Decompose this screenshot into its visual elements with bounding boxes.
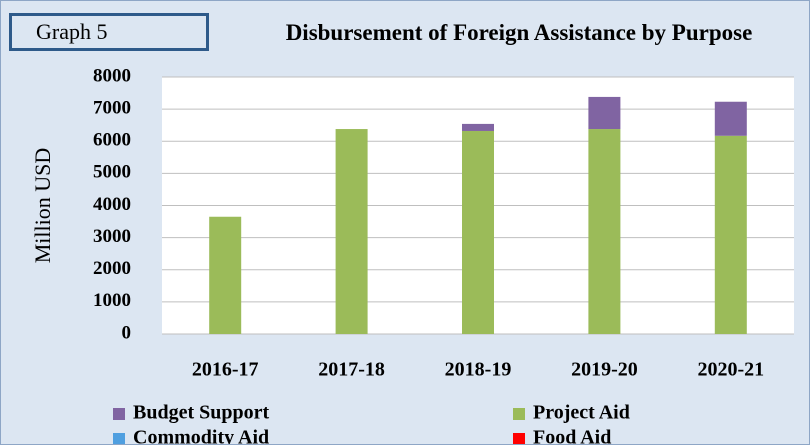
x-tick-label: 2020-21 — [697, 359, 764, 381]
legend-label: Commodity Aid — [133, 427, 269, 445]
y-tick-label: 7000 — [93, 97, 131, 118]
legend-label: Food Aid — [533, 427, 611, 445]
legend-swatch — [113, 433, 125, 444]
x-tick-label: 2017-18 — [318, 359, 385, 381]
bar-segment — [462, 130, 494, 334]
y-tick-label: 4000 — [93, 194, 131, 215]
legend-swatch — [513, 408, 525, 420]
y-tick-label: 1000 — [93, 290, 131, 311]
x-tick-label: 2016-17 — [192, 359, 259, 381]
bar-segment — [209, 216, 242, 334]
bar-segment — [714, 135, 747, 334]
bar-segment — [335, 129, 368, 334]
bar-segment — [714, 101, 747, 136]
chart-title: Disbursement of Foreign Assistance by Pu… — [285, 20, 753, 45]
legend-swatch — [113, 408, 125, 420]
y-tick-label: 6000 — [93, 130, 131, 151]
y-tick-label: 0 — [122, 322, 132, 343]
y-tick-label: 5000 — [93, 162, 131, 183]
bar-segment — [588, 96, 621, 130]
y-tick-label: 8000 — [93, 65, 131, 86]
x-tick-label: 2019-20 — [571, 359, 638, 381]
bar-segment — [462, 123, 494, 131]
legend-swatch — [513, 433, 525, 444]
x-tick-label: 2018-19 — [445, 359, 512, 381]
legend-label: Budget Support — [133, 402, 269, 424]
y-tick-label: 3000 — [93, 226, 131, 247]
graph-label: Graph 5 — [9, 13, 209, 51]
y-tick-label: 2000 — [93, 258, 131, 279]
y-axis-label: Million USD — [30, 148, 55, 264]
bar-segment — [588, 129, 621, 334]
legend-label: Project Aid — [533, 402, 630, 424]
